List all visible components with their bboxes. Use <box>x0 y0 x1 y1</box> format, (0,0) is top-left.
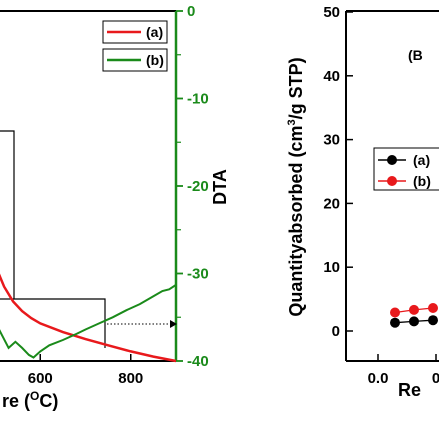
left-legend-b-label: (b) <box>146 52 164 68</box>
right-y-axis-label: DTA <box>210 169 230 205</box>
left-x-tick-label: 600 <box>28 370 53 387</box>
left-series-b-line <box>0 284 177 359</box>
right-panel-x-tick-label: 0 <box>432 370 439 387</box>
right-panel-y-axis-label: Quantityabsorbed (cm3/g STP) <box>286 57 306 316</box>
right-x-axis-label: Re <box>398 380 421 400</box>
right-legend-a-label: (a) <box>413 152 430 168</box>
right-plot-frame <box>345 10 439 362</box>
right-legend-b-label: (b) <box>413 173 431 189</box>
right-series-b-point <box>390 307 400 318</box>
left-plot-frame <box>0 10 176 362</box>
right-panel-y-tick-label: 50 <box>323 4 340 21</box>
left-legend-a-label: (a) <box>146 24 163 40</box>
right-series-b-point <box>409 304 419 315</box>
right-series-a-point <box>409 316 419 327</box>
left-series-a-line <box>0 273 177 363</box>
right-panel-y-tick-label: 20 <box>323 195 340 212</box>
dotted-arrow <box>107 320 177 328</box>
right-panel-y-tick-label: 40 <box>323 68 340 85</box>
left-legend: (a) (b) <box>102 20 168 72</box>
right-axis-tick-label: -30 <box>187 266 209 283</box>
right-panel-y-tick-label: 10 <box>323 259 340 276</box>
left-x-axis-label: re (OC) <box>2 389 58 411</box>
right-panel-y-tick-label: 30 <box>323 132 340 149</box>
right-axis-tick-label: -40 <box>187 353 209 370</box>
right-axis-tick-label: -10 <box>187 91 209 108</box>
left-x-tick-label: 800 <box>118 370 143 387</box>
right-series-a-point <box>390 317 400 328</box>
right-panel-y-tick-label: 0 <box>332 323 340 340</box>
right-series-a-point <box>428 315 438 326</box>
panel-label: (B <box>408 47 423 63</box>
right-axis-tick-label: 0 <box>187 3 195 20</box>
right-series-b-point <box>428 303 438 313</box>
annotation-lines <box>0 130 106 348</box>
right-panel-x-tick-label: 0.0 <box>368 370 389 387</box>
right-legend: (a) (b) <box>373 147 439 191</box>
right-axis-tick-label: -20 <box>187 178 209 195</box>
